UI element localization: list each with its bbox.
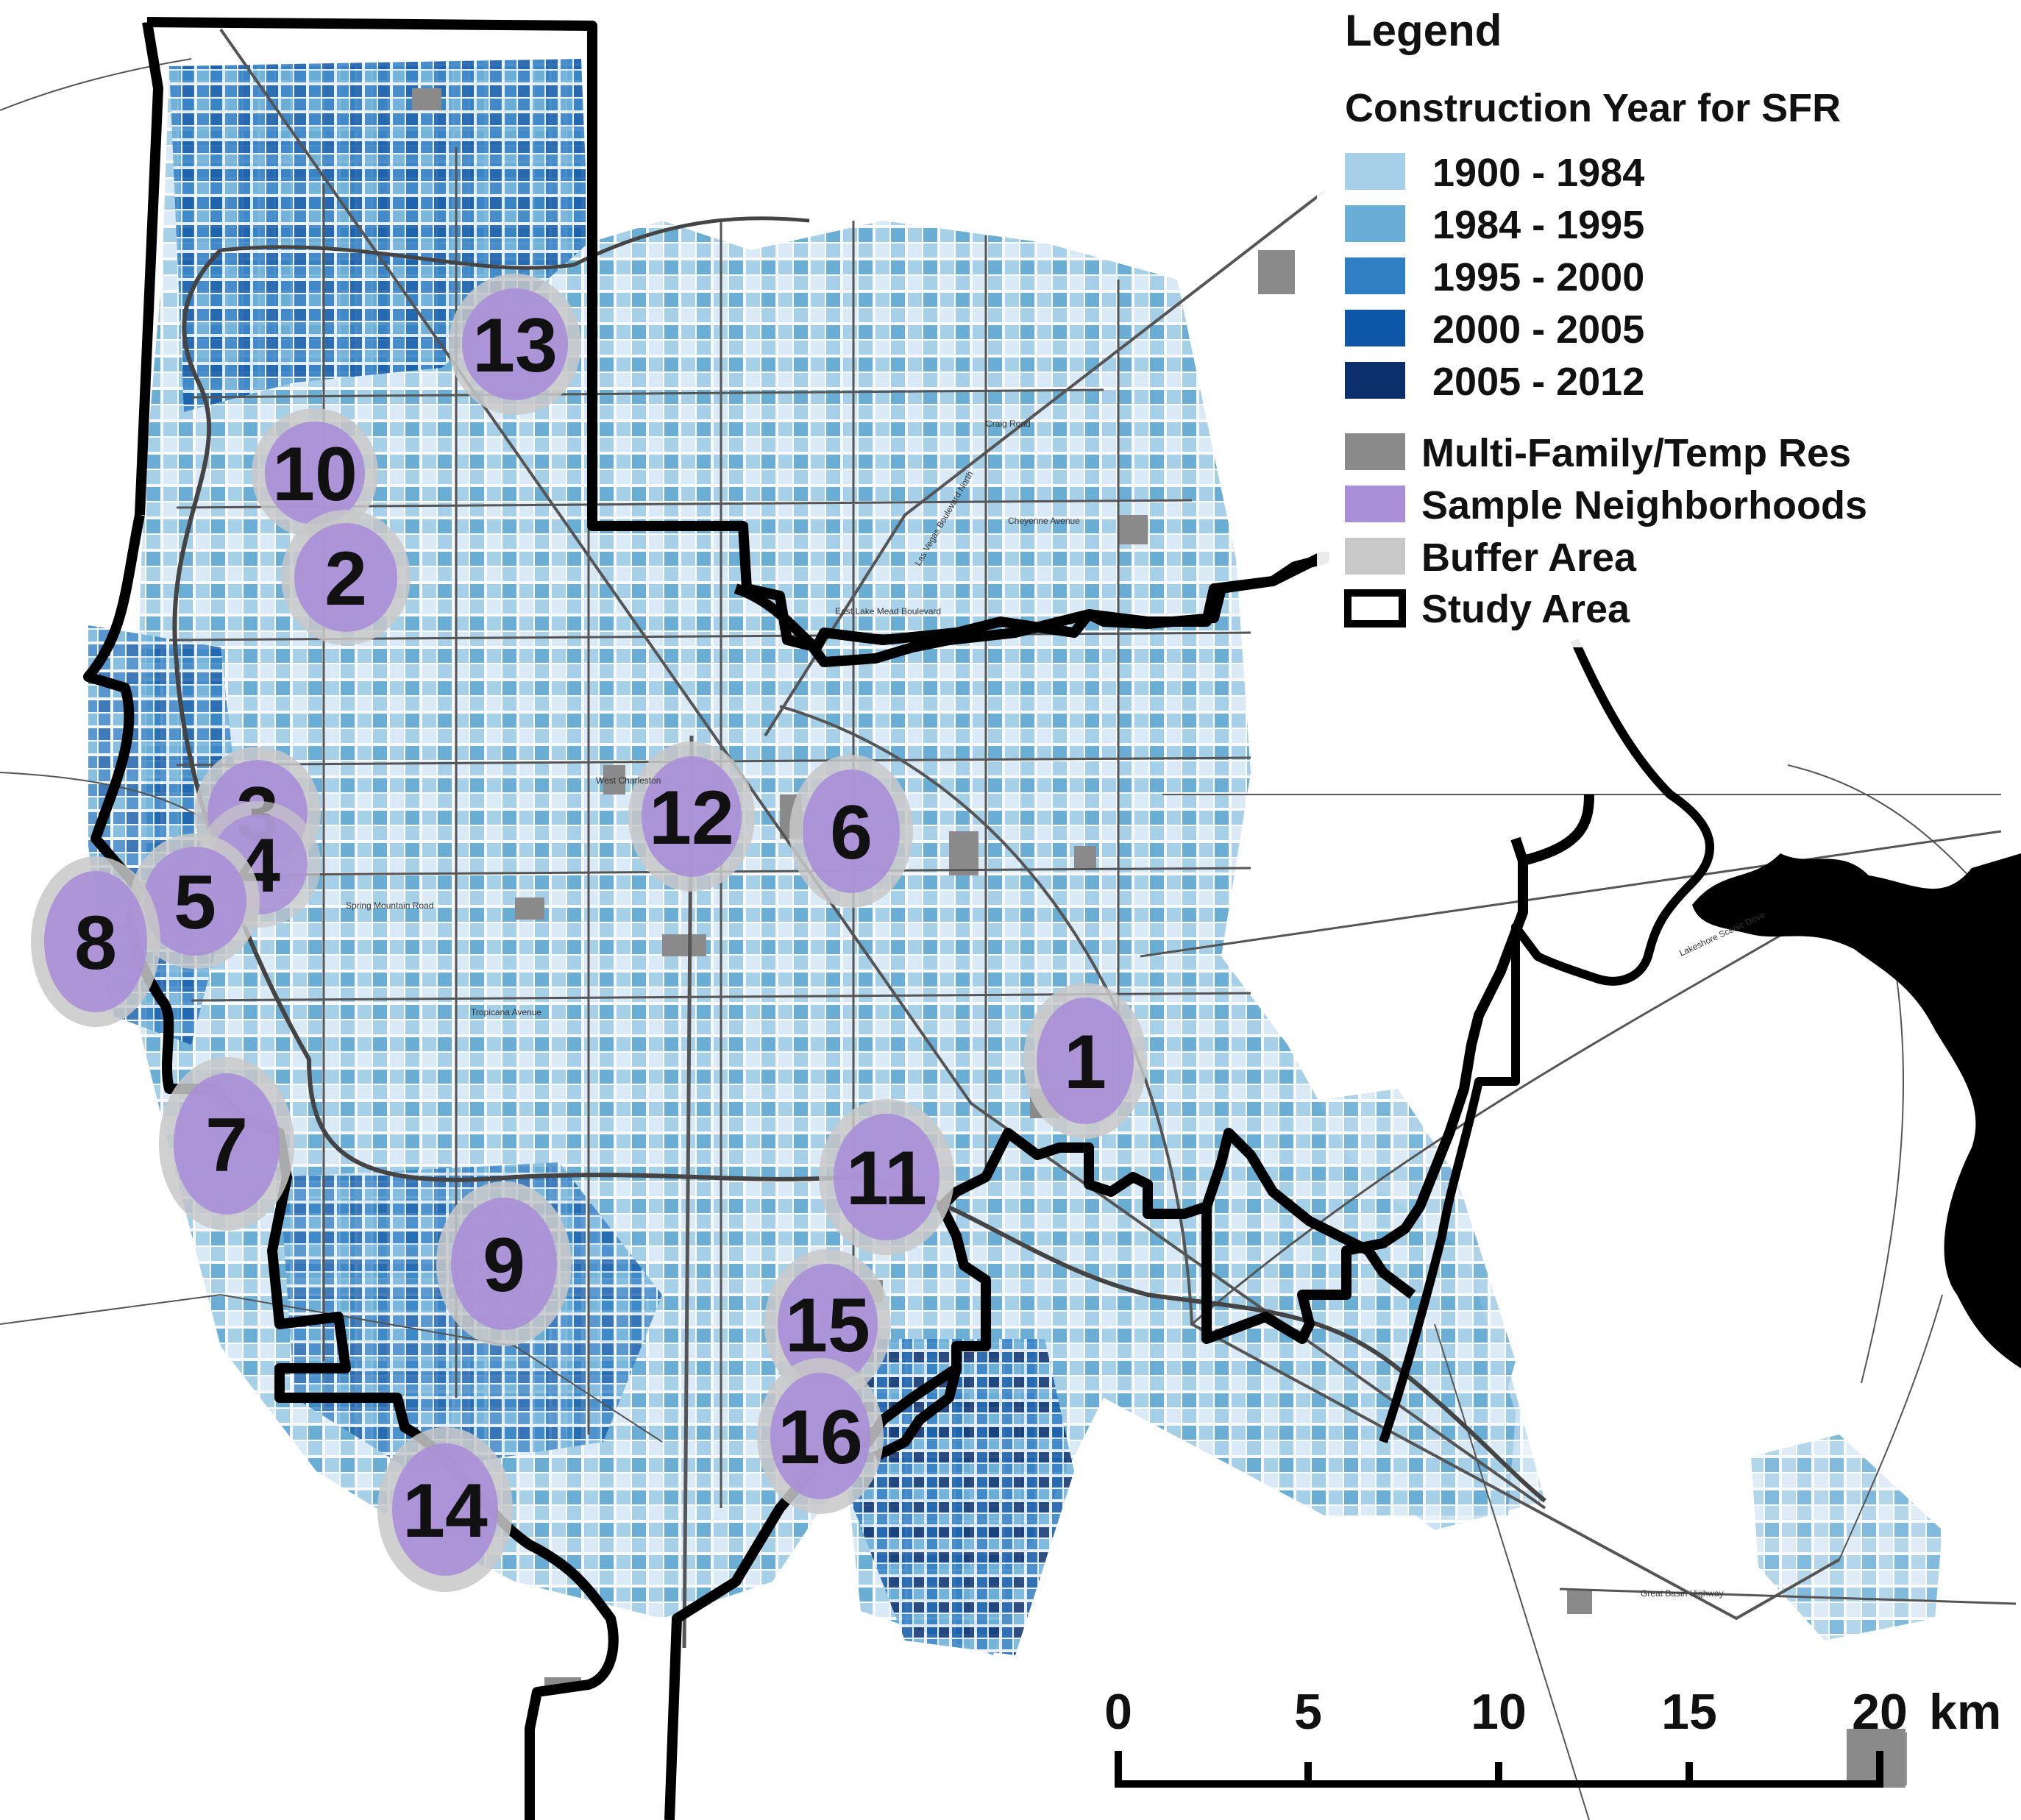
sfr-2005-2012-swatch [1345,362,1405,399]
svg-text:10: 10 [272,432,358,517]
road-label: East Lake Mead Boulevard [835,606,941,616]
svg-text:Study Area: Study Area [1421,587,1630,631]
urban-extent-henderson [846,1339,1074,1655]
scale-tick-label: 0 [1104,1684,1132,1740]
neighborhood-12[interactable]: 12 [628,742,755,892]
svg-text:1900 - 1984: 1900 - 1984 [1432,151,1644,195]
svg-text:Sample Neighborhoods: Sample Neighborhoods [1421,483,1867,527]
sfr-1900-1984-swatch [1345,153,1405,190]
road-label: Great Basin Highway [1641,1588,1724,1599]
sfr-1995-2000-swatch [1345,257,1405,294]
sample-swatch [1345,486,1405,522]
road-label: Craig Road [986,419,1031,429]
legend-item-multi-family: Multi-Family/Temp Res [1345,431,1851,475]
legend: Legend Construction Year for SFR 1900 - … [1317,0,2021,647]
neighborhood-5[interactable]: 5 [130,833,260,969]
neighborhood-9[interactable]: 9 [436,1181,572,1346]
neighborhood-10[interactable]: 10 [252,408,378,538]
lake-mead [1692,853,2021,1368]
scale-tick-label: 15 [1661,1684,1717,1740]
scale-bar: 0 5 10 15 20 km [1104,1684,2001,1788]
scale-unit-label: km [1929,1684,2001,1740]
study-area-swatch [1344,589,1406,628]
svg-text:9: 9 [483,1223,525,1308]
neighborhood-13[interactable]: 13 [449,274,581,415]
legend-item-buffer: Buffer Area [1345,536,1637,580]
neighborhood-14[interactable]: 14 [377,1427,513,1592]
svg-text:11: 11 [846,1136,927,1221]
buffer-swatch [1345,538,1405,575]
neighborhood-7[interactable]: 7 [159,1057,294,1231]
legend-item-study-area: Study Area [1344,587,1630,631]
svg-text:15: 15 [785,1283,870,1368]
svg-text:Buffer Area: Buffer Area [1421,536,1637,580]
beltway-north [220,216,810,270]
neighborhood-11[interactable]: 11 [819,1099,954,1255]
scale-tick-label: 5 [1294,1684,1322,1740]
road-label: Spring Mountain Road [346,900,433,911]
svg-text:2005 - 2012: 2005 - 2012 [1432,360,1644,404]
legend-item-sfr-3: 1995 - 2000 [1345,255,1644,299]
scale-tick-label: 10 [1471,1684,1527,1740]
svg-text:2000 - 2005: 2000 - 2005 [1432,308,1644,352]
legend-item-sample-neighborhoods: Sample Neighborhoods [1345,483,1867,527]
legend-title: Legend [1345,6,1502,55]
urban-extent-boulder-city [1751,1435,1942,1641]
neighborhood-2[interactable]: 2 [281,510,411,645]
svg-text:1995 - 2000: 1995 - 2000 [1432,255,1644,299]
svg-text:7: 7 [205,1103,248,1188]
urban-extent-southeast [1339,1324,1545,1530]
svg-text:13: 13 [472,303,558,388]
svg-text:Multi-Family/Temp Res: Multi-Family/Temp Res [1421,431,1851,475]
scale-tick-label: 20 [1852,1684,1908,1740]
legend-item-sfr-1: 1900 - 1984 [1345,151,1644,195]
road-label: Cheyenne Avenue [1008,516,1080,526]
svg-text:1: 1 [1064,1020,1107,1105]
svg-text:8: 8 [74,900,117,986]
legend-subtitle: Construction Year for SFR [1345,86,1841,130]
neighborhood-8[interactable]: 8 [31,856,160,1027]
svg-text:16: 16 [778,1395,863,1480]
road-label: Tropicana Avenue [471,1007,541,1017]
sfr-1984-1995-swatch [1345,205,1405,242]
road-label: West Charleston [596,775,661,786]
neighborhood-16[interactable]: 16 [757,1358,884,1514]
neighborhood-15[interactable]: 15 [764,1249,891,1399]
legend-item-sfr-2: 1984 - 1995 [1345,203,1644,247]
sfr-2000-2005-swatch [1345,310,1405,346]
multi-family-swatch [1345,433,1405,470]
study-area-boundary [83,17,1594,1820]
svg-text:2: 2 [324,536,367,622]
svg-text:12: 12 [649,775,734,861]
beltway-road [172,248,1546,1503]
neighborhood-1[interactable]: 1 [1023,983,1147,1139]
svg-text:1984 - 1995: 1984 - 1995 [1432,203,1644,247]
sample-neighborhoods: 13 10 2 3 4 5 8 [31,274,1147,1592]
svg-text:14: 14 [402,1468,488,1554]
svg-text:6: 6 [830,790,873,875]
lake-shoreline [1379,638,1714,1443]
neighborhood-6[interactable]: 6 [789,755,913,908]
svg-text:5: 5 [174,860,216,945]
legend-item-sfr-5: 2005 - 2012 [1345,360,1644,404]
legend-item-sfr-4: 2000 - 2005 [1345,308,1644,352]
